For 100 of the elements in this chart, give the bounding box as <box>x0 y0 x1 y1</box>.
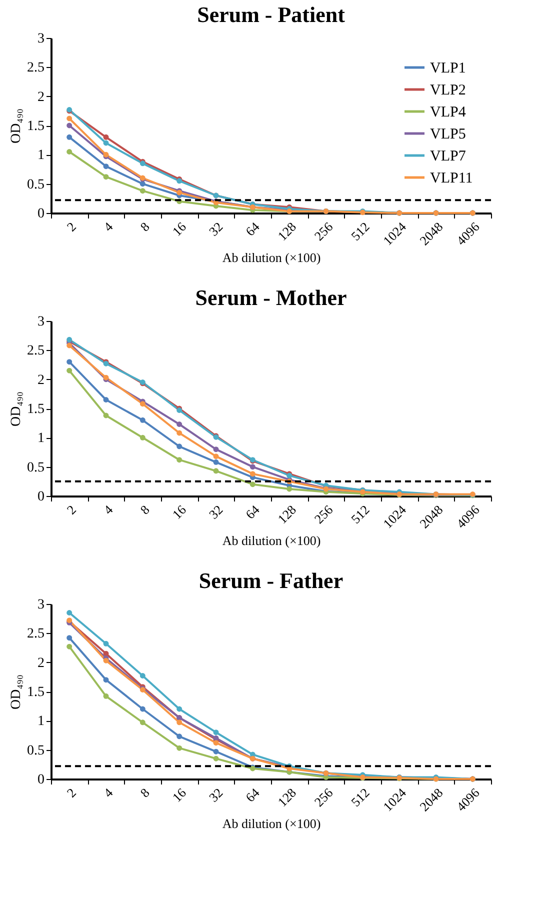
x-tick-label: 256 <box>311 502 336 526</box>
x-tick-label: 64 <box>242 784 263 805</box>
point <box>140 417 146 423</box>
point <box>140 720 146 726</box>
y-axis-title: OD₄₉₀ <box>9 108 24 144</box>
x-tick-label: 128 <box>274 502 300 526</box>
point <box>66 359 72 365</box>
x-tick-label: 128 <box>274 219 300 244</box>
point <box>176 422 182 427</box>
y-tick-label: 0 <box>38 490 44 504</box>
point <box>103 693 109 699</box>
point <box>140 181 146 187</box>
y-axis-title: OD₄₉₀ <box>9 674 24 710</box>
point <box>140 434 146 440</box>
y-tick-label: 1.5 <box>27 685 44 700</box>
point <box>176 457 182 463</box>
chart-title: Serum - Patient <box>197 2 346 27</box>
y-tick-label: 0.5 <box>27 177 44 192</box>
y-tick-label: 1 <box>38 148 44 164</box>
legend-label: VLP5 <box>430 126 466 142</box>
y-axis-title: OD₄₉₀ <box>9 391 24 426</box>
point <box>176 734 182 740</box>
point <box>213 748 219 754</box>
y-tick-label: 0.5 <box>27 460 44 476</box>
y-tick-label: 3 <box>38 314 44 330</box>
x-tick-label: 16 <box>169 218 190 239</box>
chart-title: Serum - Mother <box>195 285 347 310</box>
point <box>66 610 72 616</box>
point <box>103 677 109 683</box>
point <box>103 397 109 402</box>
x-tick-label: 8 <box>137 219 152 234</box>
point <box>66 149 72 154</box>
point <box>213 756 219 762</box>
legend-label: VLP11 <box>430 170 473 186</box>
point <box>140 706 146 712</box>
point <box>213 454 219 460</box>
point <box>103 164 109 170</box>
point <box>103 134 109 140</box>
x-tick-label: 16 <box>169 502 190 522</box>
point <box>250 471 256 477</box>
point <box>140 188 146 194</box>
point <box>66 134 72 140</box>
point <box>66 644 72 650</box>
point <box>103 140 109 146</box>
x-tick-label: 512 <box>348 785 372 810</box>
point <box>250 482 256 488</box>
x-tick-label: 32 <box>206 785 226 805</box>
y-tick-label: 2.5 <box>27 626 44 642</box>
x-tick-label: 2 <box>64 502 80 518</box>
x-axis-title: Ab dilution (×100) <box>222 533 321 548</box>
legend-label: VLP2 <box>430 82 466 98</box>
point <box>176 720 182 726</box>
x-tick-label: 4 <box>100 218 116 234</box>
x-tick-label: 32 <box>206 219 226 239</box>
point <box>213 740 219 746</box>
point <box>176 706 182 712</box>
point <box>103 412 109 418</box>
y-tick-label: 1 <box>38 714 44 730</box>
x-tick-label: 2 <box>64 785 80 800</box>
x-tick-label: 256 <box>311 784 336 810</box>
point <box>213 468 219 474</box>
point <box>66 342 72 348</box>
point <box>213 459 219 465</box>
x-tick-label: 256 <box>311 218 336 244</box>
point <box>66 116 72 122</box>
y-tick-label: 2 <box>38 90 44 105</box>
point <box>66 122 72 128</box>
point <box>103 658 109 664</box>
x-tick-label: 64 <box>242 502 263 522</box>
y-tick-label: 2 <box>38 372 44 388</box>
y-tick-label: 3 <box>38 32 44 46</box>
y-tick-label: 2.5 <box>27 344 44 359</box>
point <box>176 745 182 751</box>
chart-title: Serum - Father <box>198 568 344 593</box>
x-tick-label: 512 <box>348 502 372 526</box>
point <box>103 640 109 646</box>
y-tick-label: 0.5 <box>27 743 44 758</box>
point <box>286 486 292 492</box>
x-tick-label: 16 <box>169 784 190 805</box>
point <box>176 430 182 436</box>
point <box>103 174 109 180</box>
y-tick-label: 0 <box>38 772 44 788</box>
point <box>213 446 219 452</box>
x-tick-label: 32 <box>206 502 226 522</box>
x-tick-label: 64 <box>242 218 263 239</box>
x-tick-label: 512 <box>348 219 372 244</box>
y-tick-label: 0 <box>38 206 44 222</box>
point <box>140 401 146 407</box>
x-tick-label: 4 <box>100 784 116 800</box>
y-tick-label: 3 <box>38 598 44 612</box>
y-tick-label: 2.5 <box>27 60 44 76</box>
point <box>140 673 146 678</box>
legend-label: VLP7 <box>430 148 466 164</box>
x-tick-label: 128 <box>274 785 300 810</box>
x-axis-title: Ab dilution (×100) <box>222 816 321 832</box>
legend-label: VLP1 <box>430 60 466 76</box>
y-tick-label: 1.5 <box>27 119 44 134</box>
y-tick-label: 1.5 <box>27 402 44 417</box>
point <box>66 368 72 374</box>
legend-label: VLP4 <box>430 104 466 120</box>
